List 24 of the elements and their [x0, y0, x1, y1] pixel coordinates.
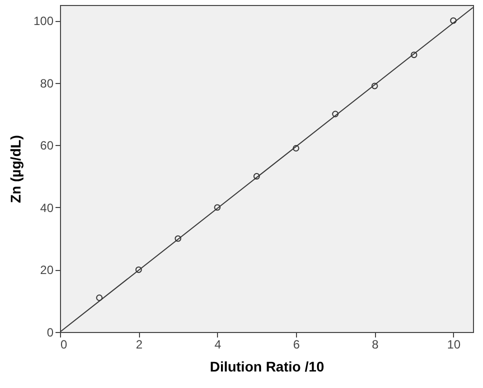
point — [135, 266, 142, 273]
y-tick-label: 20 — [40, 263, 54, 278]
x-tick-label: 8 — [372, 338, 379, 352]
x-axis-title: Dilution Ratio /10 — [210, 358, 324, 374]
y-tick-label: 80 — [40, 76, 54, 90]
y-tick-label: 60 — [40, 138, 54, 153]
y-tick-label: 100 — [33, 14, 54, 28]
y-axis-title: Zn (µg/dL) — [7, 135, 24, 203]
point — [292, 145, 300, 152]
x-tick-label: 0 — [60, 338, 68, 352]
x-tick-label: 6 — [293, 338, 300, 352]
point — [174, 235, 182, 242]
point — [214, 204, 221, 211]
point — [96, 294, 103, 301]
point — [410, 52, 418, 58]
y-tick-label: 0 — [46, 326, 54, 340]
point — [450, 17, 457, 24]
point — [332, 110, 339, 118]
point — [371, 82, 378, 90]
x-tick-label: 4 — [214, 338, 222, 352]
x-tick-label: 2 — [136, 338, 143, 352]
x-tick-label: 10 — [447, 338, 461, 352]
y-tick-label: 40 — [40, 200, 54, 215]
point — [253, 173, 260, 180]
